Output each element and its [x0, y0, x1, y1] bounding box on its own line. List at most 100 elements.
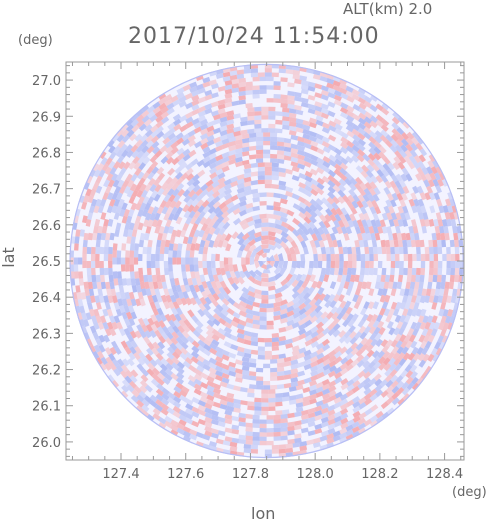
radar-cell	[368, 377, 377, 386]
radar-cell	[307, 267, 314, 276]
radar-cell	[398, 246, 404, 255]
radar-cell	[363, 387, 372, 396]
radar-cell	[206, 194, 215, 203]
radar-cell	[176, 361, 185, 370]
radar-cell	[236, 174, 245, 181]
radar-cell	[410, 321, 418, 330]
radar-cell	[157, 281, 163, 290]
radar-cell	[193, 284, 201, 293]
radar-cell	[377, 163, 385, 172]
radar-cell	[144, 281, 150, 290]
radar-cell	[161, 116, 170, 124]
radar-cell	[250, 256, 255, 266]
radar-cell	[274, 272, 283, 281]
radar-cell	[186, 335, 195, 344]
radar-cell	[343, 232, 350, 241]
radar-cell	[228, 370, 237, 377]
radar-cell	[327, 92, 336, 99]
radar-cell	[136, 394, 145, 403]
radar-cell	[264, 338, 272, 343]
radar-cell	[146, 166, 154, 175]
radar-cell	[217, 172, 226, 180]
radar-cell	[193, 378, 202, 386]
radar-cell	[339, 78, 348, 85]
radar-cell	[430, 166, 438, 175]
radar-cell	[333, 147, 343, 156]
radar-cell	[233, 126, 241, 133]
radar-cell	[126, 384, 135, 393]
radar-cell	[266, 324, 274, 330]
radar-cell	[219, 394, 228, 402]
radar-cell	[350, 206, 358, 215]
radar-cell	[273, 431, 281, 437]
radar-cell	[152, 146, 160, 155]
radar-cell	[124, 291, 131, 300]
radar-cell	[212, 136, 221, 144]
radar-cell	[256, 248, 264, 256]
radar-cell	[271, 162, 279, 168]
radar-cell	[367, 193, 375, 202]
radar-cell	[100, 212, 107, 220]
radar-cell	[101, 163, 109, 172]
radar-cell	[238, 417, 246, 423]
radar-cell	[292, 69, 301, 76]
radar-cell	[162, 377, 171, 385]
radar-cell	[429, 205, 436, 214]
radar-cell	[434, 225, 441, 234]
radar-cell	[266, 307, 274, 313]
radar-cell	[164, 93, 173, 102]
radar-cell	[83, 232, 89, 241]
radar-cell	[364, 267, 370, 276]
radar-cell	[270, 384, 278, 390]
radar-cell	[283, 155, 292, 161]
radar-cell	[201, 290, 209, 299]
radar-cell	[198, 303, 206, 312]
radar-cell	[248, 145, 257, 151]
radar-cell	[360, 337, 369, 346]
radar-cell	[151, 373, 160, 382]
radar-cell	[270, 158, 278, 163]
radar-cell	[179, 394, 188, 403]
radar-cell	[291, 336, 300, 343]
radar-cell	[104, 347, 112, 356]
radar-cell	[379, 379, 388, 388]
radar-cell	[446, 261, 451, 269]
radar-cell	[278, 253, 284, 261]
radar-cell	[178, 414, 187, 422]
radar-cell	[435, 212, 442, 220]
radar-cell	[340, 111, 349, 119]
radar-cell	[299, 75, 308, 81]
radar-cell	[109, 232, 115, 241]
radar-cell	[164, 239, 171, 248]
radar-cell	[243, 168, 252, 174]
radar-cell	[302, 128, 311, 135]
radar-cell	[241, 146, 250, 153]
radar-cell	[78, 257, 83, 265]
radar-cell	[120, 370, 128, 379]
radar-cell	[333, 345, 342, 354]
radar-cell	[276, 145, 285, 151]
radar-cell	[236, 187, 245, 194]
radar-cell	[352, 380, 361, 388]
radar-cell	[124, 346, 132, 355]
radar-cell	[281, 221, 290, 229]
radar-cell	[247, 128, 255, 134]
radar-cell	[177, 243, 183, 251]
radar-cell	[326, 261, 331, 269]
radar-cell	[434, 341, 442, 350]
radar-cell	[442, 205, 449, 213]
radar-cell	[73, 264, 79, 272]
radar-cell	[105, 157, 113, 166]
radar-cell	[259, 428, 267, 433]
radar-cell	[302, 120, 311, 126]
radar-cell	[392, 161, 401, 170]
radar-cell	[444, 281, 450, 290]
radar-cell	[204, 421, 213, 428]
radar-cell	[124, 222, 131, 231]
radar-cell	[149, 288, 156, 297]
radar-cell	[288, 121, 297, 127]
radar-cell	[452, 288, 458, 297]
radar-cell	[346, 200, 354, 209]
radar-cell	[308, 221, 316, 230]
radar-cell	[280, 313, 288, 320]
